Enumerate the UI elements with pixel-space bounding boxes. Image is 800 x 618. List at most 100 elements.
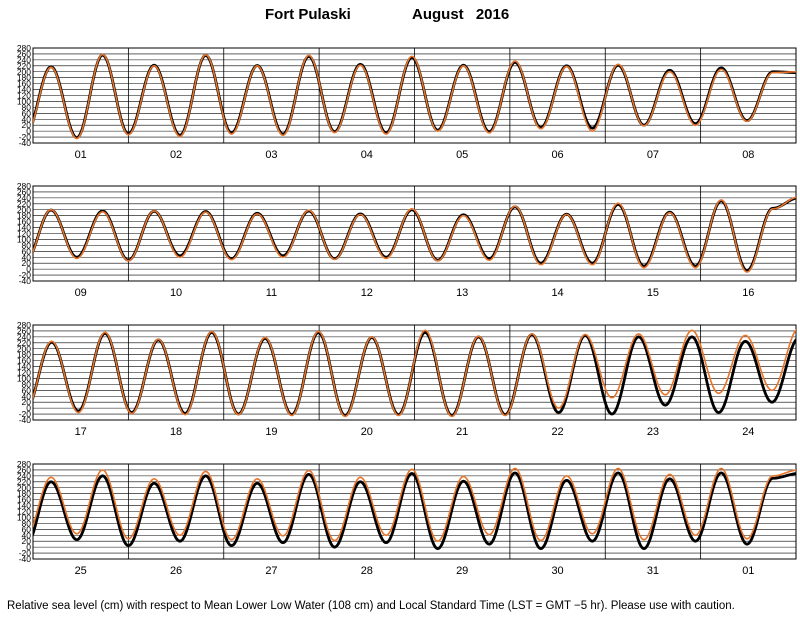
day-label: 02 (170, 149, 182, 161)
day-label: 03 (265, 149, 277, 161)
observed-tide-line (33, 471, 796, 551)
y-tick-label: 160 (17, 79, 31, 89)
day-label: 21 (456, 426, 468, 438)
y-tick-label: 280 (17, 43, 31, 53)
day-label: 05 (456, 149, 468, 161)
y-tick-label: 120 (17, 368, 31, 378)
day-label: 29 (456, 565, 468, 577)
day-label: 15 (647, 287, 659, 299)
y-tick-label: 0 (26, 264, 31, 274)
panel-frame (32, 47, 797, 144)
y-tick-label: -40 (19, 554, 32, 564)
y-tick-label: 140 (17, 362, 31, 372)
y-tick-label: 60 (22, 246, 32, 256)
y-tick-label: 20 (22, 120, 32, 130)
y-tick-label: 40 (22, 391, 32, 401)
day-label: 13 (456, 287, 468, 299)
y-tick-label: -20 (19, 270, 32, 280)
y-tick-label: 280 (17, 459, 31, 469)
y-tick-label: -20 (19, 548, 32, 558)
y-tick-label: 0 (26, 542, 31, 552)
y-tick-label: 40 (22, 114, 32, 124)
day-label: 27 (265, 565, 277, 577)
y-tick-label: 160 (17, 356, 31, 366)
y-tick-label: 200 (17, 483, 31, 493)
y-tick-label: 60 (22, 385, 32, 395)
y-tick-label: -20 (19, 409, 32, 419)
day-label: 01 (75, 149, 87, 161)
y-tick-label: 140 (17, 501, 31, 511)
y-tick-label: 120 (17, 507, 31, 517)
y-tick-label: 280 (17, 320, 31, 330)
y-tick-label: 220 (17, 61, 31, 71)
y-tick-label: 260 (17, 465, 31, 475)
predicted-tide-line (33, 53, 796, 140)
y-tick-label: 260 (17, 187, 31, 197)
predicted-tide-line (33, 328, 796, 418)
y-tick-label: 40 (22, 530, 32, 540)
y-tick-label: 0 (26, 126, 31, 136)
y-tick-label: 240 (17, 471, 31, 481)
chart-caption: Relative sea level (cm) with respect to … (7, 600, 735, 612)
y-tick-label: 180 (17, 73, 31, 83)
month-label: August (412, 6, 464, 23)
y-tick-label: 200 (17, 67, 31, 77)
day-label: 31 (647, 565, 659, 577)
y-tick-label: 80 (22, 379, 32, 389)
y-tick-label: -40 (19, 415, 32, 425)
y-tick-label: 260 (17, 49, 31, 59)
predicted-tide-line (33, 467, 796, 543)
y-tick-label: 180 (17, 350, 31, 360)
y-tick-label: 220 (17, 338, 31, 348)
y-tick-label: 140 (17, 223, 31, 233)
y-tick-label: 20 (22, 397, 32, 407)
y-tick-label: 220 (17, 477, 31, 487)
day-label: 08 (742, 149, 754, 161)
station-name: Fort Pulaski (265, 6, 351, 23)
y-tick-label: 220 (17, 199, 31, 209)
day-label: 06 (551, 149, 563, 161)
day-label: 22 (551, 426, 563, 438)
y-tick-label: 100 (17, 96, 31, 106)
y-tick-label: 180 (17, 489, 31, 499)
y-tick-label: 80 (22, 518, 32, 528)
day-label: 17 (75, 426, 87, 438)
day-label: 09 (75, 287, 87, 299)
day-label: 16 (742, 287, 754, 299)
day-label: 25 (75, 565, 87, 577)
y-tick-label: 240 (17, 332, 31, 342)
y-tick-label: 160 (17, 495, 31, 505)
y-tick-label: 80 (22, 102, 32, 112)
predicted-tide-line (33, 196, 796, 273)
y-tick-label: 260 (17, 326, 31, 336)
y-tick-label: 80 (22, 240, 32, 250)
y-tick-label: 160 (17, 217, 31, 227)
panel-frame (32, 185, 797, 282)
day-label: 19 (265, 426, 277, 438)
y-tick-label: 20 (22, 258, 32, 268)
day-label: 26 (170, 565, 182, 577)
day-label: 07 (647, 149, 659, 161)
y-tick-label: 60 (22, 108, 32, 118)
y-tick-label: 100 (17, 512, 31, 522)
day-label: 18 (170, 426, 182, 438)
y-tick-label: 140 (17, 85, 31, 95)
day-label: 20 (361, 426, 373, 438)
y-tick-label: 100 (17, 373, 31, 383)
chart-period: August 2016 (412, 6, 509, 23)
y-tick-label: -40 (19, 276, 32, 286)
y-tick-label: 0 (26, 403, 31, 413)
day-label: 28 (361, 565, 373, 577)
y-tick-label: 180 (17, 211, 31, 221)
y-tick-label: 40 (22, 252, 32, 262)
y-tick-label: -20 (19, 132, 32, 142)
day-label: 11 (266, 287, 277, 299)
y-tick-label: 120 (17, 229, 31, 239)
y-tick-label: 200 (17, 205, 31, 215)
day-label: 12 (361, 287, 373, 299)
y-tick-label: 240 (17, 55, 31, 65)
day-label: 10 (170, 287, 182, 299)
day-label: 23 (647, 426, 659, 438)
y-tick-label: -40 (19, 138, 32, 148)
